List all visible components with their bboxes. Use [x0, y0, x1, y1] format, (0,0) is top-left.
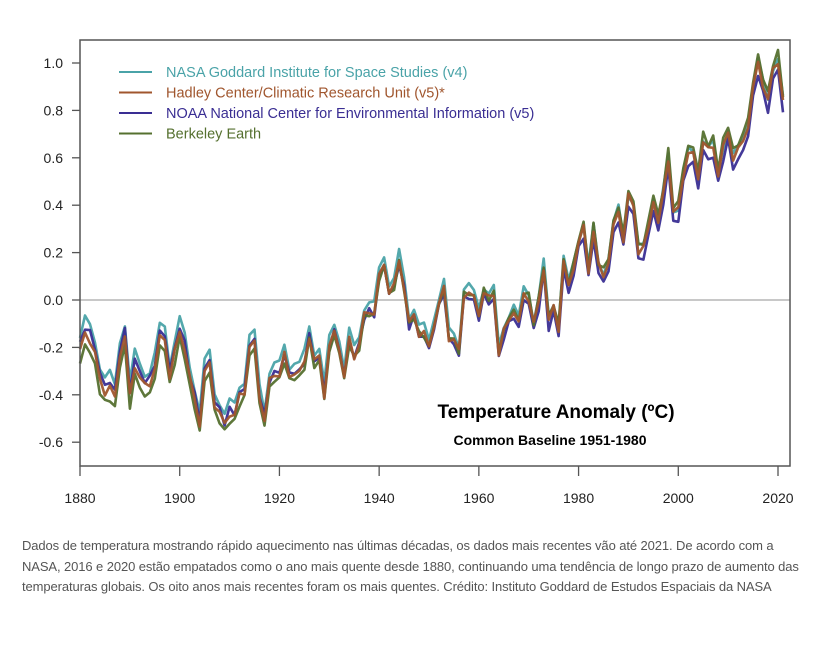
y-tick-label: 0.6 [44, 150, 64, 166]
temperature-anomaly-chart: 1.0 0.8 0.6 0.4 0.2 0.0 -0.2 -0.4 -0.6 1880 1900 1… [39, 39, 794, 506]
plot-frame [79, 39, 791, 467]
x-tick-label: 2020 [762, 490, 793, 506]
x-tick-label: 1940 [364, 490, 395, 506]
figure-caption: Dados de temperatura mostrando rápido aq… [22, 538, 799, 594]
series-line-2 [78, 68, 785, 427]
chart-subtitle: Common Baseline 1951-1980 [454, 432, 647, 448]
y-tick-label: 0.8 [44, 102, 64, 118]
x-tick-label: 1900 [164, 490, 195, 506]
chart-title: Temperature Anomaly (ºC) [437, 402, 674, 423]
y-tick-label: 0.4 [44, 197, 64, 213]
x-tick-label: 1960 [463, 490, 494, 506]
y-tick-label: 1.0 [44, 55, 64, 71]
x-tick-label: 2000 [663, 490, 694, 506]
x-tick-label: 1920 [264, 490, 295, 506]
legend: NASA Goddard Institute for Space Studies… [119, 65, 534, 143]
y-tick-label: -0.4 [39, 387, 63, 403]
legend-label-1: Hadley Center/Climatic Research Unit (v5… [166, 86, 445, 102]
x-tick-label: 1980 [563, 490, 594, 506]
y-tick-label: -0.2 [39, 339, 63, 355]
y-tick-label: -0.6 [39, 434, 63, 450]
y-tick-label: 0.0 [44, 292, 64, 308]
legend-label-2: NOAA National Center for Environmental I… [166, 106, 534, 122]
legend-label-0: NASA Goddard Institute for Space Studies… [166, 65, 467, 81]
series-line-1 [78, 60, 785, 428]
legend-label-3: Berkeley Earth [166, 127, 261, 143]
x-tick-label: 1880 [64, 490, 95, 506]
y-tick-label: 0.2 [44, 245, 64, 261]
